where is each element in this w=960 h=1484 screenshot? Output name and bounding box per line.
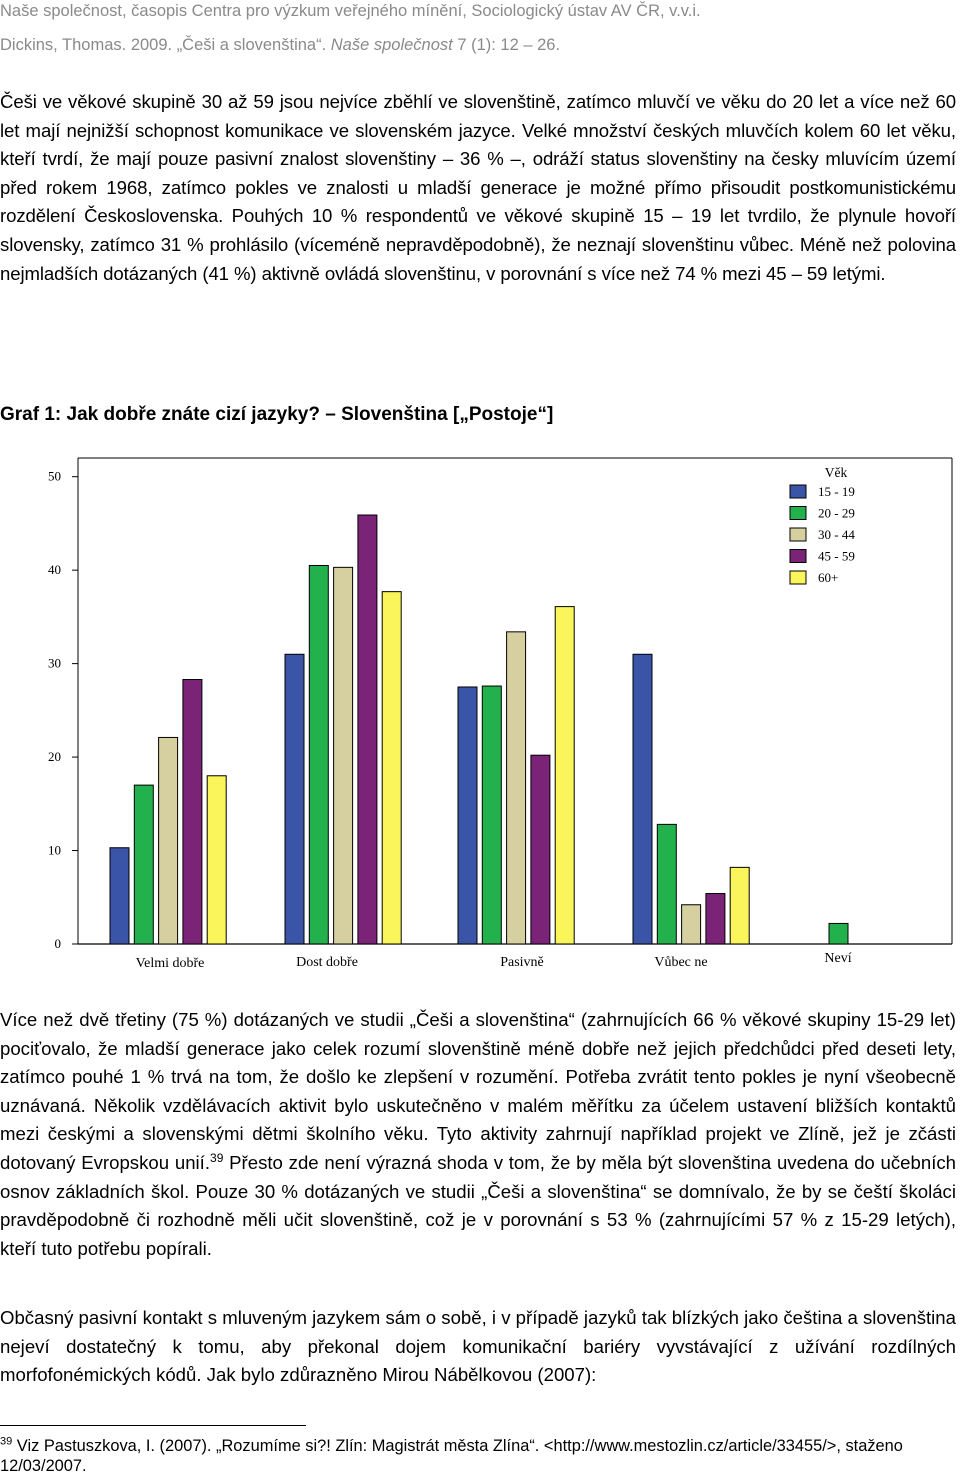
bar	[705, 893, 726, 945]
bar	[681, 904, 702, 945]
y-tick-label: 50	[48, 469, 61, 484]
legend-title: Věk	[825, 465, 848, 480]
journal-name: Naše společnost	[330, 36, 453, 54]
bar	[308, 564, 329, 945]
bar	[109, 847, 130, 945]
journal-header: Naše společnost, časopis Centra pro výzk…	[0, 2, 701, 20]
bar	[158, 736, 179, 945]
y-tick-label: 10	[48, 843, 61, 858]
bar-chart: 0 10 20 30 40 50 Velmi dobře Dost dobře Pasivně V…	[48, 457, 953, 971]
x-category-label: Pasivně	[500, 955, 544, 970]
footnote-ref[interactable]: 39	[210, 1150, 224, 1165]
bar	[632, 653, 653, 945]
bar	[506, 631, 527, 945]
bar	[284, 653, 305, 945]
body-paragraph-1-cont: Přesto zde není výrazná shoda v tom, že …	[0, 1151, 957, 1259]
bar	[182, 679, 203, 945]
legend-swatch	[789, 506, 807, 520]
legend-label: 15 - 19	[818, 484, 855, 499]
legend-label: 20 - 29	[818, 506, 855, 521]
bar	[828, 922, 849, 945]
citation-line: Dickins, Thomas. 2009. „Češi a slovenšti…	[0, 36, 560, 55]
legend-label: 45 - 59	[818, 549, 855, 564]
intro-paragraph: Češi ve věkové skupině 30 až 59 jsou nej…	[0, 91, 956, 284]
bar	[206, 775, 227, 945]
legend-swatch	[789, 549, 807, 563]
x-category-label: Vůbec ne	[654, 955, 707, 970]
footnote: 39 Viz Pastuszkova, I. (2007). „Rozumíme…	[0, 1436, 958, 1476]
bar	[729, 866, 750, 945]
footnote-number: 39	[0, 1435, 13, 1448]
chart-caption: Graf 1: Jak dobře znáte cizí jazyky? – S…	[0, 404, 554, 425]
bar	[554, 606, 575, 945]
legend-swatch	[789, 484, 807, 499]
y-tick-label: 0	[55, 936, 62, 951]
y-tick-label: 20	[48, 749, 61, 764]
body-paragraph-1-text: Více než dvě třetiny (75 %) dotázaných v…	[0, 1009, 956, 1173]
body-paragraph-1: Více než dvě třetiny (75 %) dotázaných v…	[0, 1006, 956, 1263]
x-category-label: Neví	[824, 951, 851, 966]
bar	[481, 685, 502, 945]
legend-swatch	[789, 570, 807, 585]
footnote-text: Viz Pastuszkova, I. (2007). „Rozumíme si…	[0, 1437, 903, 1475]
legend-label: 60+	[818, 570, 838, 585]
y-tick-label: 30	[48, 656, 61, 671]
citation-issue: 7 (1): 12 – 26.	[452, 36, 561, 54]
bar	[530, 754, 551, 945]
legend-label: 30 - 44	[818, 527, 855, 542]
bar	[381, 591, 402, 945]
body-paragraph-2: Občasný pasivní kontakt s mluveným jazyk…	[0, 1307, 956, 1386]
bar	[333, 566, 354, 945]
y-tick-label: 40	[48, 562, 61, 577]
bar	[656, 823, 677, 945]
bar	[133, 784, 154, 945]
x-category-label: Dost dobře	[296, 955, 358, 970]
citation-text: Dickins, Thomas. 2009. „Češi a slovenšti…	[0, 36, 331, 54]
legend-swatch	[789, 527, 807, 542]
footnote-divider	[0, 1425, 306, 1426]
bar	[357, 514, 378, 945]
x-category-label: Velmi dobře	[136, 956, 205, 971]
bar	[457, 686, 478, 945]
